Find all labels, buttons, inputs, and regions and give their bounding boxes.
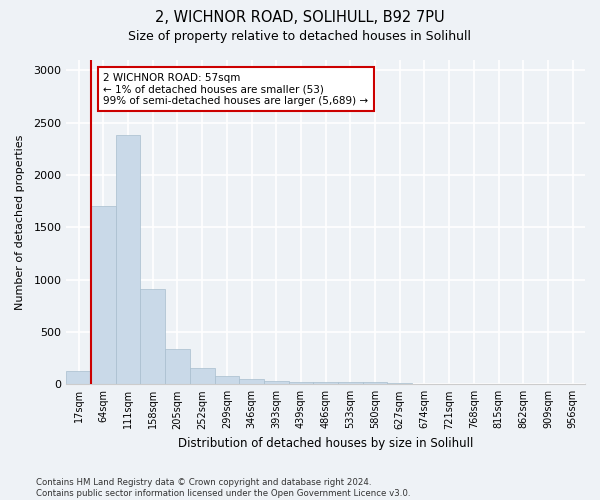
Bar [215,376,239,384]
Bar [91,206,116,384]
Bar [338,382,363,384]
Text: 2 WICHNOR ROAD: 57sqm
← 1% of detached houses are smaller (53)
99% of semi-detac: 2 WICHNOR ROAD: 57sqm ← 1% of detached h… [103,72,368,106]
Text: Contains HM Land Registry data © Crown copyright and database right 2024.
Contai: Contains HM Land Registry data © Crown c… [36,478,410,498]
Bar [264,380,289,384]
X-axis label: Distribution of detached houses by size in Solihull: Distribution of detached houses by size … [178,437,473,450]
Bar [313,382,338,384]
Bar [140,289,165,384]
Bar [165,348,190,384]
Bar [190,368,215,384]
Bar [116,136,140,384]
Text: 2, WICHNOR ROAD, SOLIHULL, B92 7PU: 2, WICHNOR ROAD, SOLIHULL, B92 7PU [155,10,445,25]
Text: Size of property relative to detached houses in Solihull: Size of property relative to detached ho… [128,30,472,43]
Bar [67,370,91,384]
Bar [388,382,412,384]
Bar [363,382,388,384]
Bar [239,379,264,384]
Bar [289,382,313,384]
Y-axis label: Number of detached properties: Number of detached properties [15,134,25,310]
